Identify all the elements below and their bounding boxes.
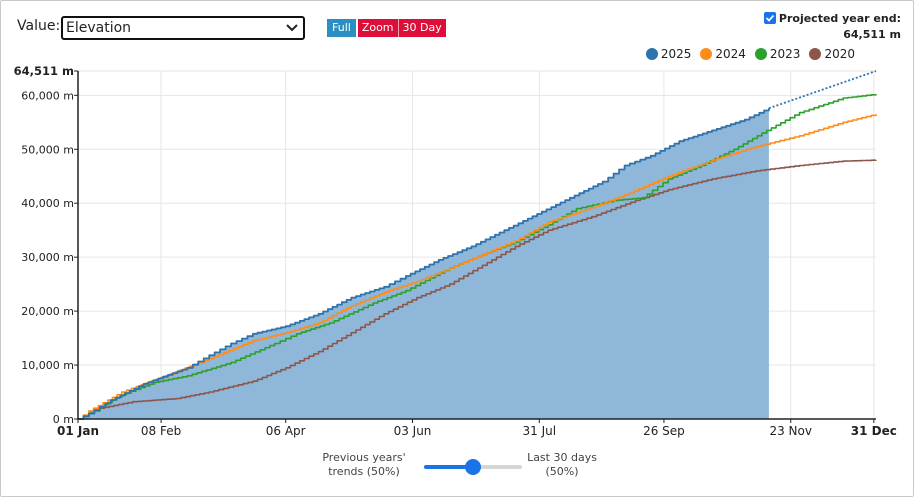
x-tick-label: 31 Dec bbox=[851, 424, 897, 438]
x-tick-label: 06 Apr bbox=[266, 424, 306, 438]
trend-slider-thumb[interactable] bbox=[465, 459, 481, 475]
legend-dot-2023 bbox=[754, 48, 767, 60]
previous-years-caption-line2: trends (50%) bbox=[328, 465, 400, 478]
x-tick-label: 23 Nov bbox=[769, 424, 812, 438]
legend-dot-2020 bbox=[809, 48, 822, 60]
y-tick-label: 30,000 m bbox=[21, 251, 74, 264]
view-mode-buttons: Full Zoom 30 Day bbox=[327, 19, 446, 37]
y-tick-label: 50,000 m bbox=[21, 143, 74, 156]
previous-years-caption: Previous years' trends (50%) bbox=[300, 451, 428, 479]
x-tick-label: 26 Sep bbox=[643, 424, 685, 438]
zoom-button[interactable]: Zoom bbox=[357, 19, 399, 37]
value-select[interactable]: Elevation bbox=[61, 16, 305, 40]
last-30-days-caption-line1: Last 30 days bbox=[527, 451, 597, 464]
projected-value: 64,511 m bbox=[843, 28, 901, 41]
value-label: Value: bbox=[17, 18, 61, 34]
value-select-text: Elevation bbox=[66, 20, 132, 36]
legend-label-2023: 2023 bbox=[769, 47, 801, 61]
legend: 2025 2024 2023 2020 bbox=[637, 47, 855, 61]
y-tick-label: 10,000 m bbox=[21, 359, 74, 372]
legend-label-2025: 2025 bbox=[660, 47, 692, 61]
trend-slider[interactable] bbox=[424, 459, 522, 475]
chevron-down-icon bbox=[286, 24, 298, 32]
projected-year-end: Projected year end: 64,511 m bbox=[763, 11, 901, 43]
x-tick-label: 03 Jun bbox=[394, 424, 432, 438]
y-tick-label: 0 m bbox=[53, 413, 74, 426]
legend-item-2020[interactable]: 2020 bbox=[809, 47, 855, 61]
projected-label: Projected year end: bbox=[778, 12, 901, 25]
y-tick-label: 20,000 m bbox=[21, 305, 74, 318]
legend-dot-2025 bbox=[645, 48, 658, 60]
series-line-2020 bbox=[78, 159, 877, 420]
x-tick-label: 08 Feb bbox=[141, 424, 181, 438]
legend-item-2023[interactable]: 2023 bbox=[754, 47, 801, 61]
last-30-days-caption-line2: (50%) bbox=[545, 465, 579, 478]
x-tick-label: 01 Jan bbox=[57, 424, 99, 438]
trend-slider-fill bbox=[424, 465, 473, 469]
series-line-2024 bbox=[78, 114, 877, 420]
legend-item-2024[interactable]: 2024 bbox=[700, 47, 746, 61]
trend-slider-area: Previous years' trends (50%) Last 30 day… bbox=[300, 449, 620, 485]
y-tick-label: 60,000 m bbox=[21, 89, 74, 102]
projection-line bbox=[768, 70, 877, 110]
y-tick-label: 64,511 m bbox=[14, 64, 74, 78]
legend-label-2020: 2020 bbox=[824, 47, 855, 61]
previous-years-caption-line1: Previous years' bbox=[322, 451, 406, 464]
full-button[interactable]: Full bbox=[327, 19, 356, 37]
30-day-button[interactable]: 30 Day bbox=[398, 19, 446, 37]
series-line-2025 bbox=[78, 108, 770, 420]
series-area-2025 bbox=[78, 108, 769, 420]
x-tick-label: 31 Jul bbox=[523, 424, 557, 438]
projected-checkbox[interactable] bbox=[763, 12, 776, 24]
legend-label-2024: 2024 bbox=[715, 47, 746, 61]
legend-item-2025[interactable]: 2025 bbox=[645, 47, 692, 61]
y-tick-label: 40,000 m bbox=[21, 197, 74, 210]
last-30-days-caption: Last 30 days (50%) bbox=[506, 451, 618, 479]
legend-dot-2024 bbox=[700, 48, 713, 60]
